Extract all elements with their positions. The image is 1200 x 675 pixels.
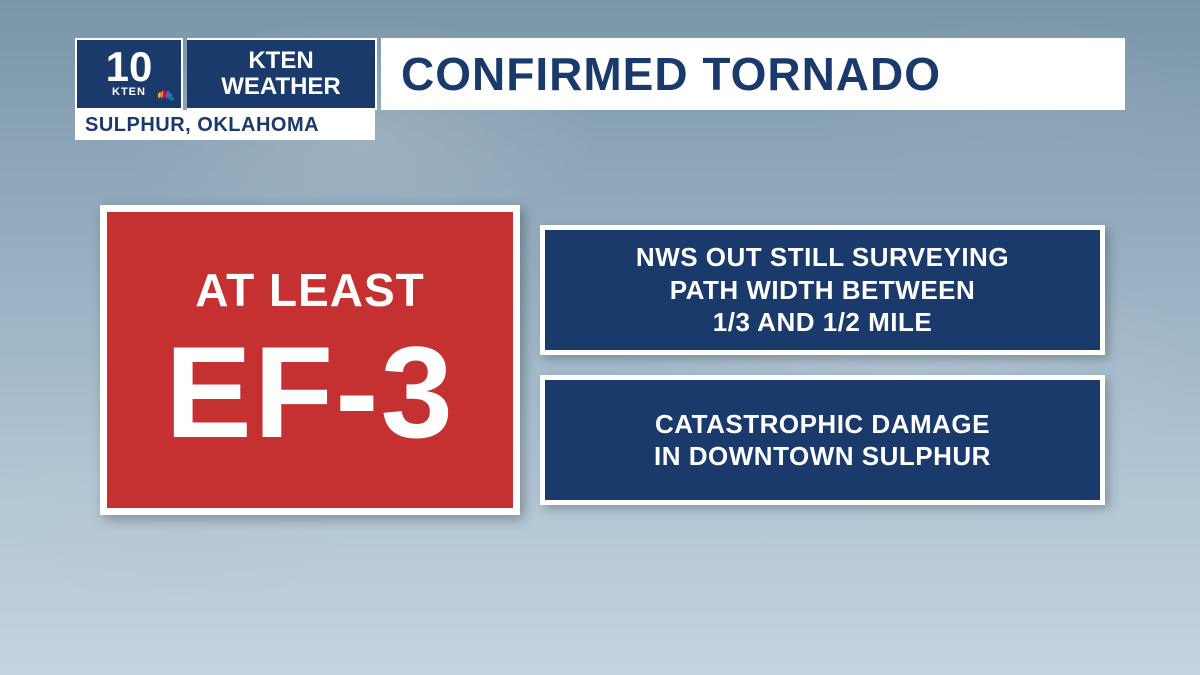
brand-line-2: WEATHER <box>221 74 341 100</box>
station-logo-box: 10 KTEN <box>75 38 183 110</box>
brand-weather-box: KTEN WEATHER <box>187 38 377 110</box>
rating-scale: EF-3 <box>165 327 455 457</box>
header-region: 10 KTEN KTEN WEATHER CONFIRMED TORNADO S… <box>75 38 1125 138</box>
info1-line2: PATH WIDTH BETWEEN <box>670 274 976 307</box>
headline-title: CONFIRMED TORNADO <box>381 38 1125 110</box>
rating-prefix: AT LEAST <box>195 263 424 317</box>
weather-graphic-background: 10 KTEN KTEN WEATHER CONFIRMED TORNADO S… <box>0 0 1200 675</box>
channel-number: 10 <box>106 50 153 84</box>
info1-line1: NWS OUT STILL SURVEYING <box>636 241 1009 274</box>
info-box-damage: CATASTROPHIC DAMAGE IN DOWNTOWN SULPHUR <box>540 375 1105 505</box>
info1-line3: 1/3 AND 1/2 MILE <box>713 306 932 339</box>
tornado-rating-box: AT LEAST EF-3 <box>100 205 520 515</box>
info2-line2: IN DOWNTOWN SULPHUR <box>654 440 991 473</box>
info2-line1: CATASTROPHIC DAMAGE <box>655 408 990 441</box>
brand-line-1: KTEN <box>248 48 313 74</box>
info-box-survey: NWS OUT STILL SURVEYING PATH WIDTH BETWE… <box>540 225 1105 355</box>
nbc-peacock-icon <box>155 86 175 102</box>
location-label: SULPHUR, OKLAHOMA <box>75 110 375 140</box>
